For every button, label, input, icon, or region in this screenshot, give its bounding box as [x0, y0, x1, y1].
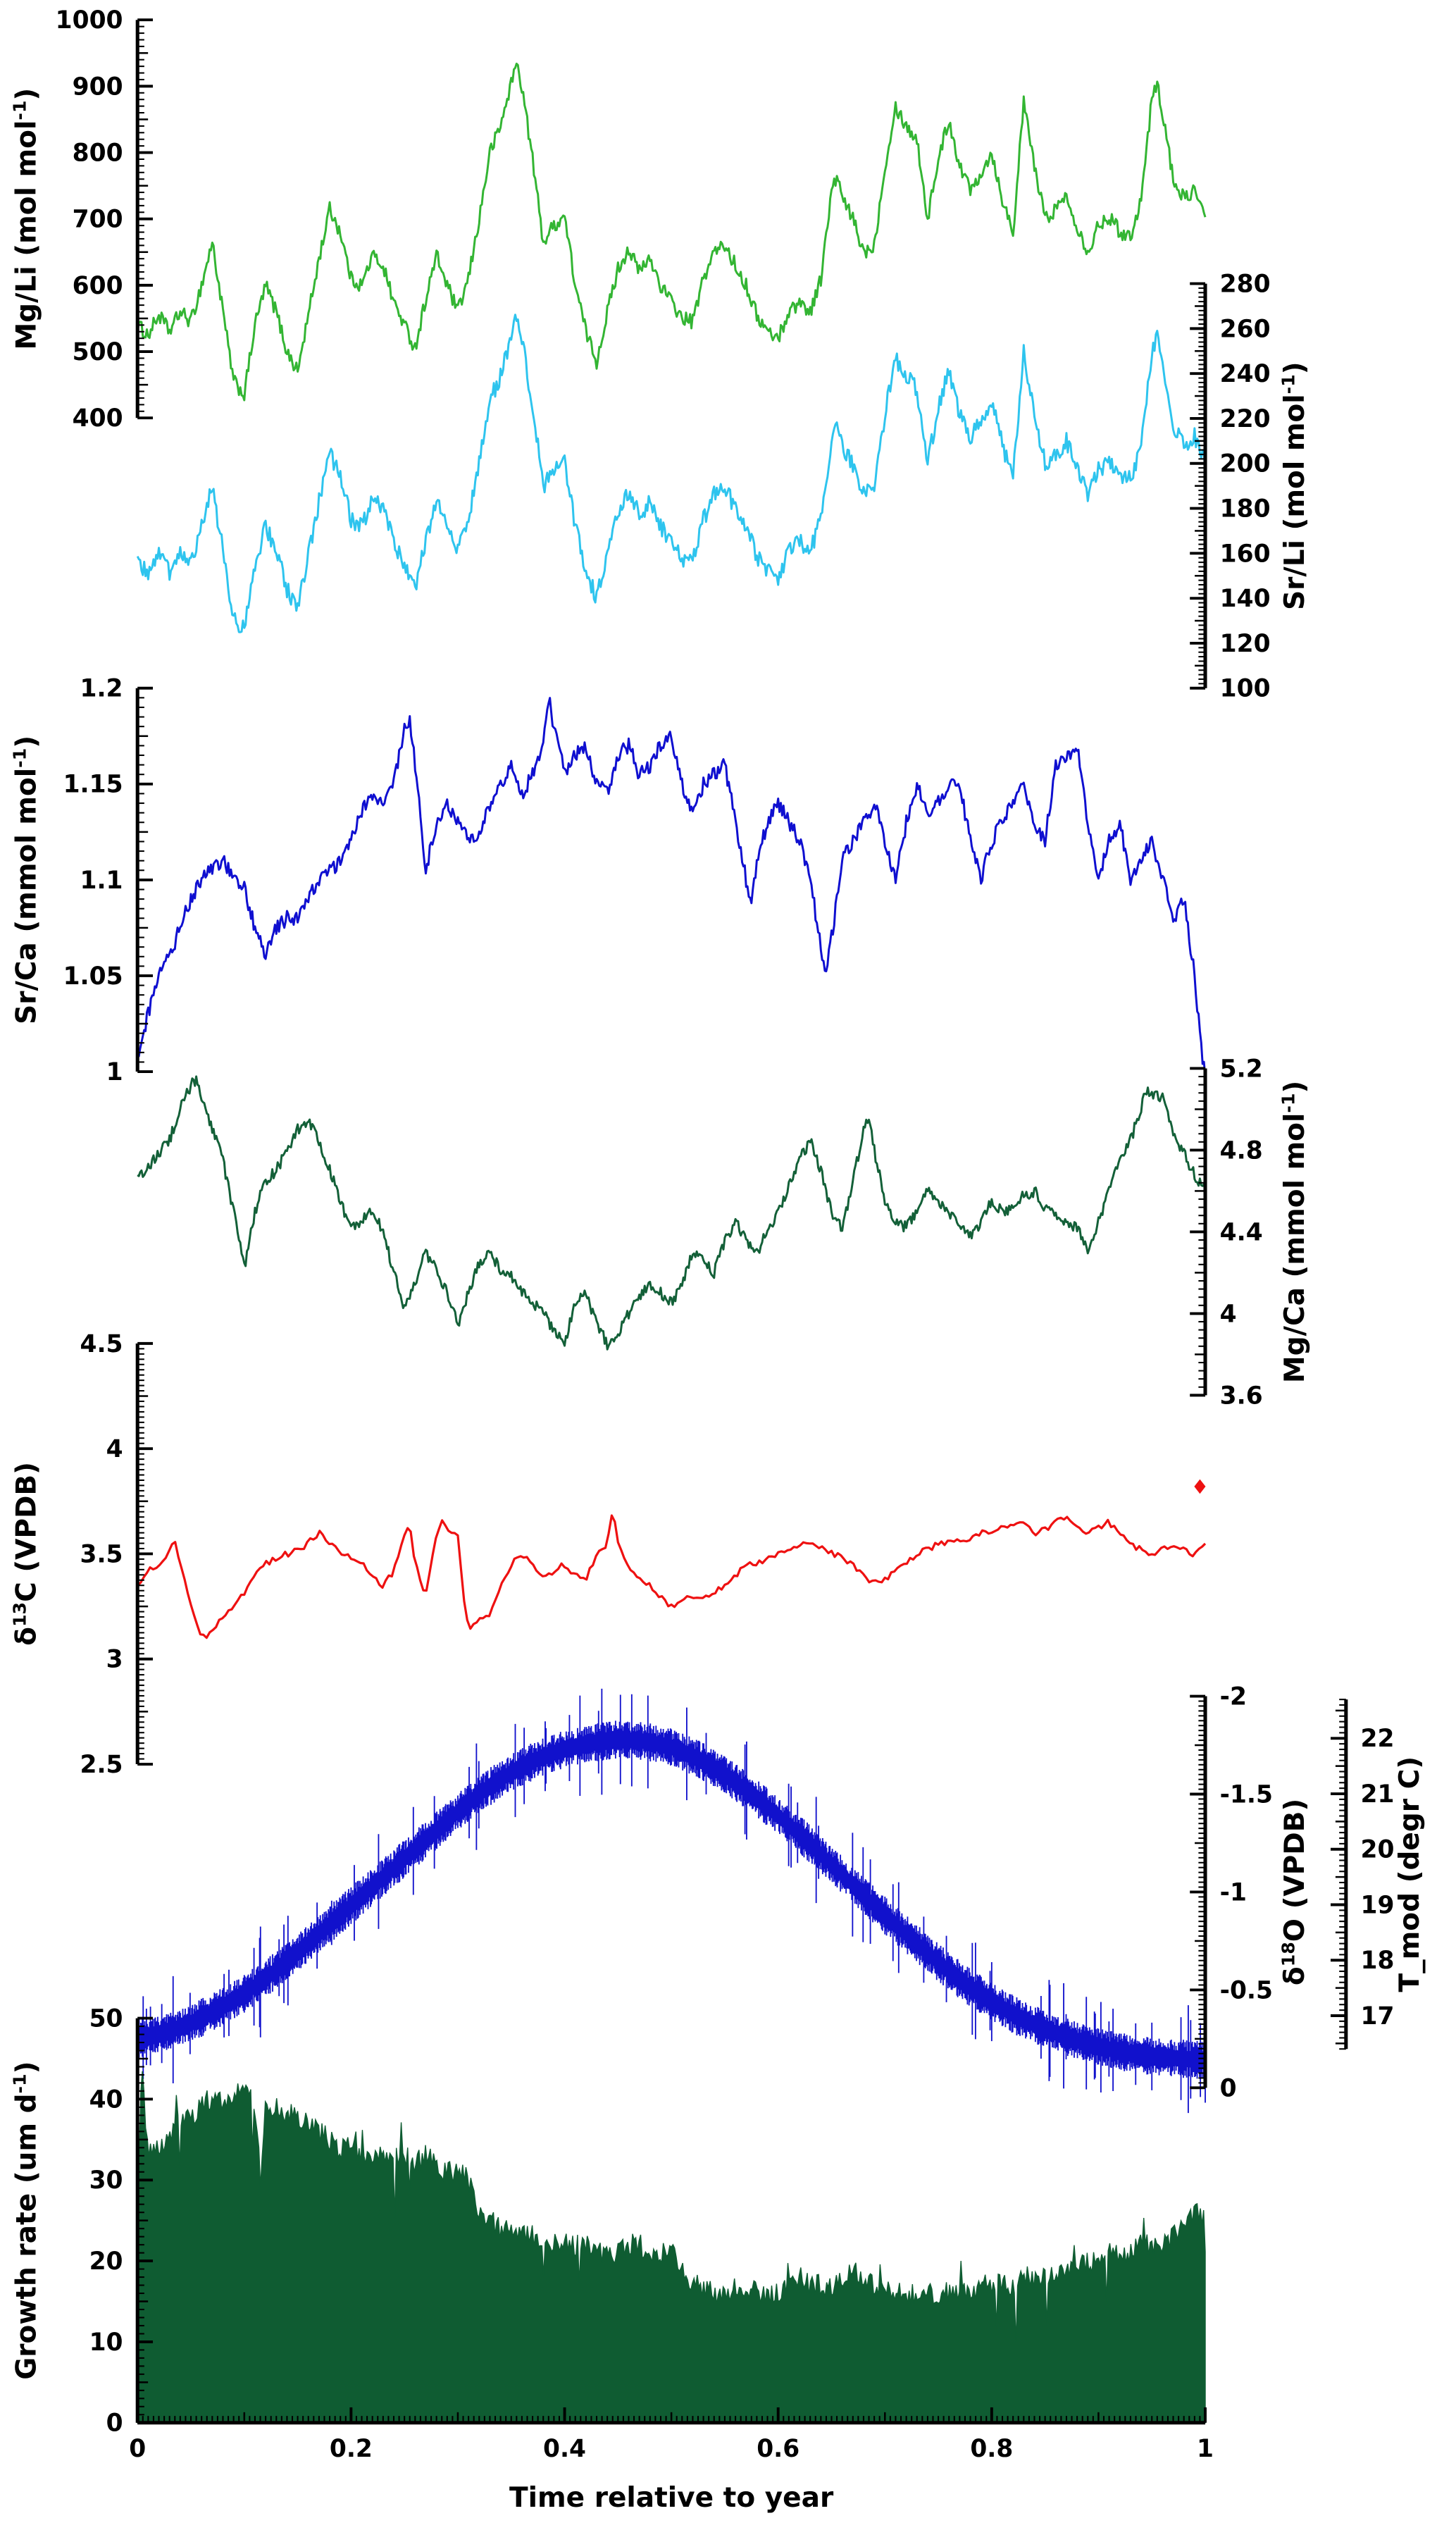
tick-label: 30 — [89, 2166, 123, 2195]
tick-label: 260 — [1220, 315, 1271, 343]
series-sr_ca — [137, 697, 1207, 1077]
tick-label: 280 — [1220, 271, 1271, 299]
axis-title-d13c: δ13C (VPDB) — [10, 1462, 43, 1646]
tick-label: 3.6 — [1220, 1382, 1263, 1410]
tick-label: 2.5 — [80, 1751, 123, 1779]
x-axis: 0 0.2 0.4 0.6 0.8 1 Time relative to year — [129, 2407, 1214, 2514]
tick-label: 21 — [1360, 1780, 1394, 1809]
axis-title-t_mod: T_mod (degr C) — [1394, 1756, 1426, 1992]
tick-label: 240 — [1220, 360, 1271, 388]
axis-title-sr_ca: Sr/Ca (mmol mol-1) — [10, 736, 43, 1024]
tick-label: 5.2 — [1220, 1055, 1263, 1083]
tick-label: 3 — [106, 1646, 123, 1674]
tick-label: 50 — [89, 2005, 123, 2033]
tick-label: 180 — [1220, 495, 1271, 523]
tick-label: 1 — [1197, 2435, 1214, 2463]
axis-title-mg_ca: Mg/Ca (mmol mol-1) — [1278, 1081, 1311, 1383]
outlier-point — [1194, 1479, 1206, 1494]
tick-label: 0.4 — [543, 2435, 586, 2463]
tick-label: 0 — [129, 2435, 146, 2463]
tick-label: 20 — [1360, 1836, 1394, 1864]
series-mg_ca — [137, 1075, 1207, 1351]
axis-d13c: 4.5 4 3.5 3 2.5 δ13C (VPDB) — [10, 1330, 154, 1779]
area-fill — [137, 2071, 1206, 2424]
line — [137, 1075, 1207, 1351]
tick-label: 800 — [73, 139, 123, 167]
axis-sr_ca: 1.2 1.15 1.1 1.05 1 Sr/Ca (mmol mol-1) — [10, 675, 154, 1086]
tick-label: -2 — [1220, 1683, 1247, 1711]
tick-label: 500 — [73, 338, 123, 366]
tick-label: 200 — [1220, 450, 1271, 478]
tick-label: 600 — [73, 272, 123, 300]
tick-label: 1 — [106, 1058, 123, 1086]
axis-d18o: -2 -1.5 -1 -0.5 0 δ18O (VPDB) — [1190, 1683, 1311, 2102]
axis-title-mg_li: Mg/Li (mol mol-1) — [10, 88, 43, 350]
line — [137, 1514, 1207, 1639]
series-d13c — [137, 1479, 1207, 1639]
tick-label: 900 — [73, 73, 123, 101]
line — [136, 314, 1207, 633]
tick-label: 1.15 — [63, 771, 123, 799]
tick-label: 19 — [1360, 1891, 1394, 1919]
tick-label: 10 — [89, 2329, 123, 2357]
tick-label: 0 — [1220, 2074, 1237, 2102]
series-growth — [137, 2071, 1206, 2424]
tick-label: -0.5 — [1220, 1976, 1273, 2004]
axis-title-growth: Growth rate (um d-1) — [10, 2061, 43, 2380]
tick-label: -1.5 — [1220, 1780, 1273, 1809]
series-d18o — [137, 1688, 1206, 2114]
tick-label: 0.2 — [330, 2435, 373, 2463]
tick-label: 1000 — [56, 6, 123, 35]
series-mg_li — [136, 62, 1207, 402]
tick-label: 4 — [106, 1435, 123, 1463]
tick-label: 4 — [1220, 1300, 1237, 1328]
band-strokes — [137, 1688, 1206, 2114]
tick-label: 4.4 — [1220, 1218, 1263, 1246]
tick-label: 17 — [1360, 2002, 1394, 2030]
tick-label: 400 — [73, 404, 123, 433]
tick-label: 700 — [73, 206, 123, 234]
axis-title-d18o: δ18O (VPDB) — [1278, 1799, 1311, 1985]
tick-label: 220 — [1220, 405, 1271, 433]
axis-title-sr_li: Sr/Li (mol mol-1) — [1278, 361, 1311, 610]
tick-label: 100 — [1220, 675, 1271, 703]
tick-label: 0 — [106, 2410, 123, 2438]
tick-label: 160 — [1220, 540, 1271, 568]
tick-label: 22 — [1360, 1725, 1394, 1753]
tick-label: 3.5 — [80, 1540, 123, 1568]
axis-mg_ca: 5.2 4.8 4.4 4 3.6 Mg/Ca (mmol mol-1) — [1190, 1055, 1311, 1410]
tick-label: 1.2 — [80, 675, 123, 703]
tick-label: 20 — [89, 2247, 123, 2276]
tick-label: 1.1 — [80, 867, 123, 895]
tick-label: 18 — [1360, 1947, 1394, 1975]
tick-label: 120 — [1220, 630, 1271, 658]
x-axis-title: Time relative to year — [509, 2482, 834, 2514]
axis-mg_li: 1000 900 800 700 600 500 400 Mg/Li (mol mol-1) — [10, 6, 154, 433]
line — [137, 697, 1207, 1077]
axis-sr_li: 280 260 240 220 200 180 160 140 120 100 Sr/Li (mol… — [1190, 271, 1311, 703]
axis-t_mod: 22 21 20 19 18 17T_mod (degr C) — [1331, 1699, 1426, 2050]
tick-label: -1 — [1220, 1878, 1247, 1906]
axis-growth: 50 40 30 20 10 0 Growth rate (um d-1) — [10, 2005, 154, 2438]
tick-label: 1.05 — [63, 962, 123, 991]
tick-label: 4.8 — [1220, 1136, 1263, 1165]
tick-label: 0.8 — [970, 2435, 1013, 2463]
tick-label: 40 — [89, 2085, 123, 2114]
series-sr_li — [136, 314, 1207, 633]
tick-label: 4.5 — [80, 1330, 123, 1358]
line — [136, 62, 1207, 402]
tick-label: 140 — [1220, 585, 1271, 613]
tick-label: 0.6 — [757, 2435, 799, 2463]
